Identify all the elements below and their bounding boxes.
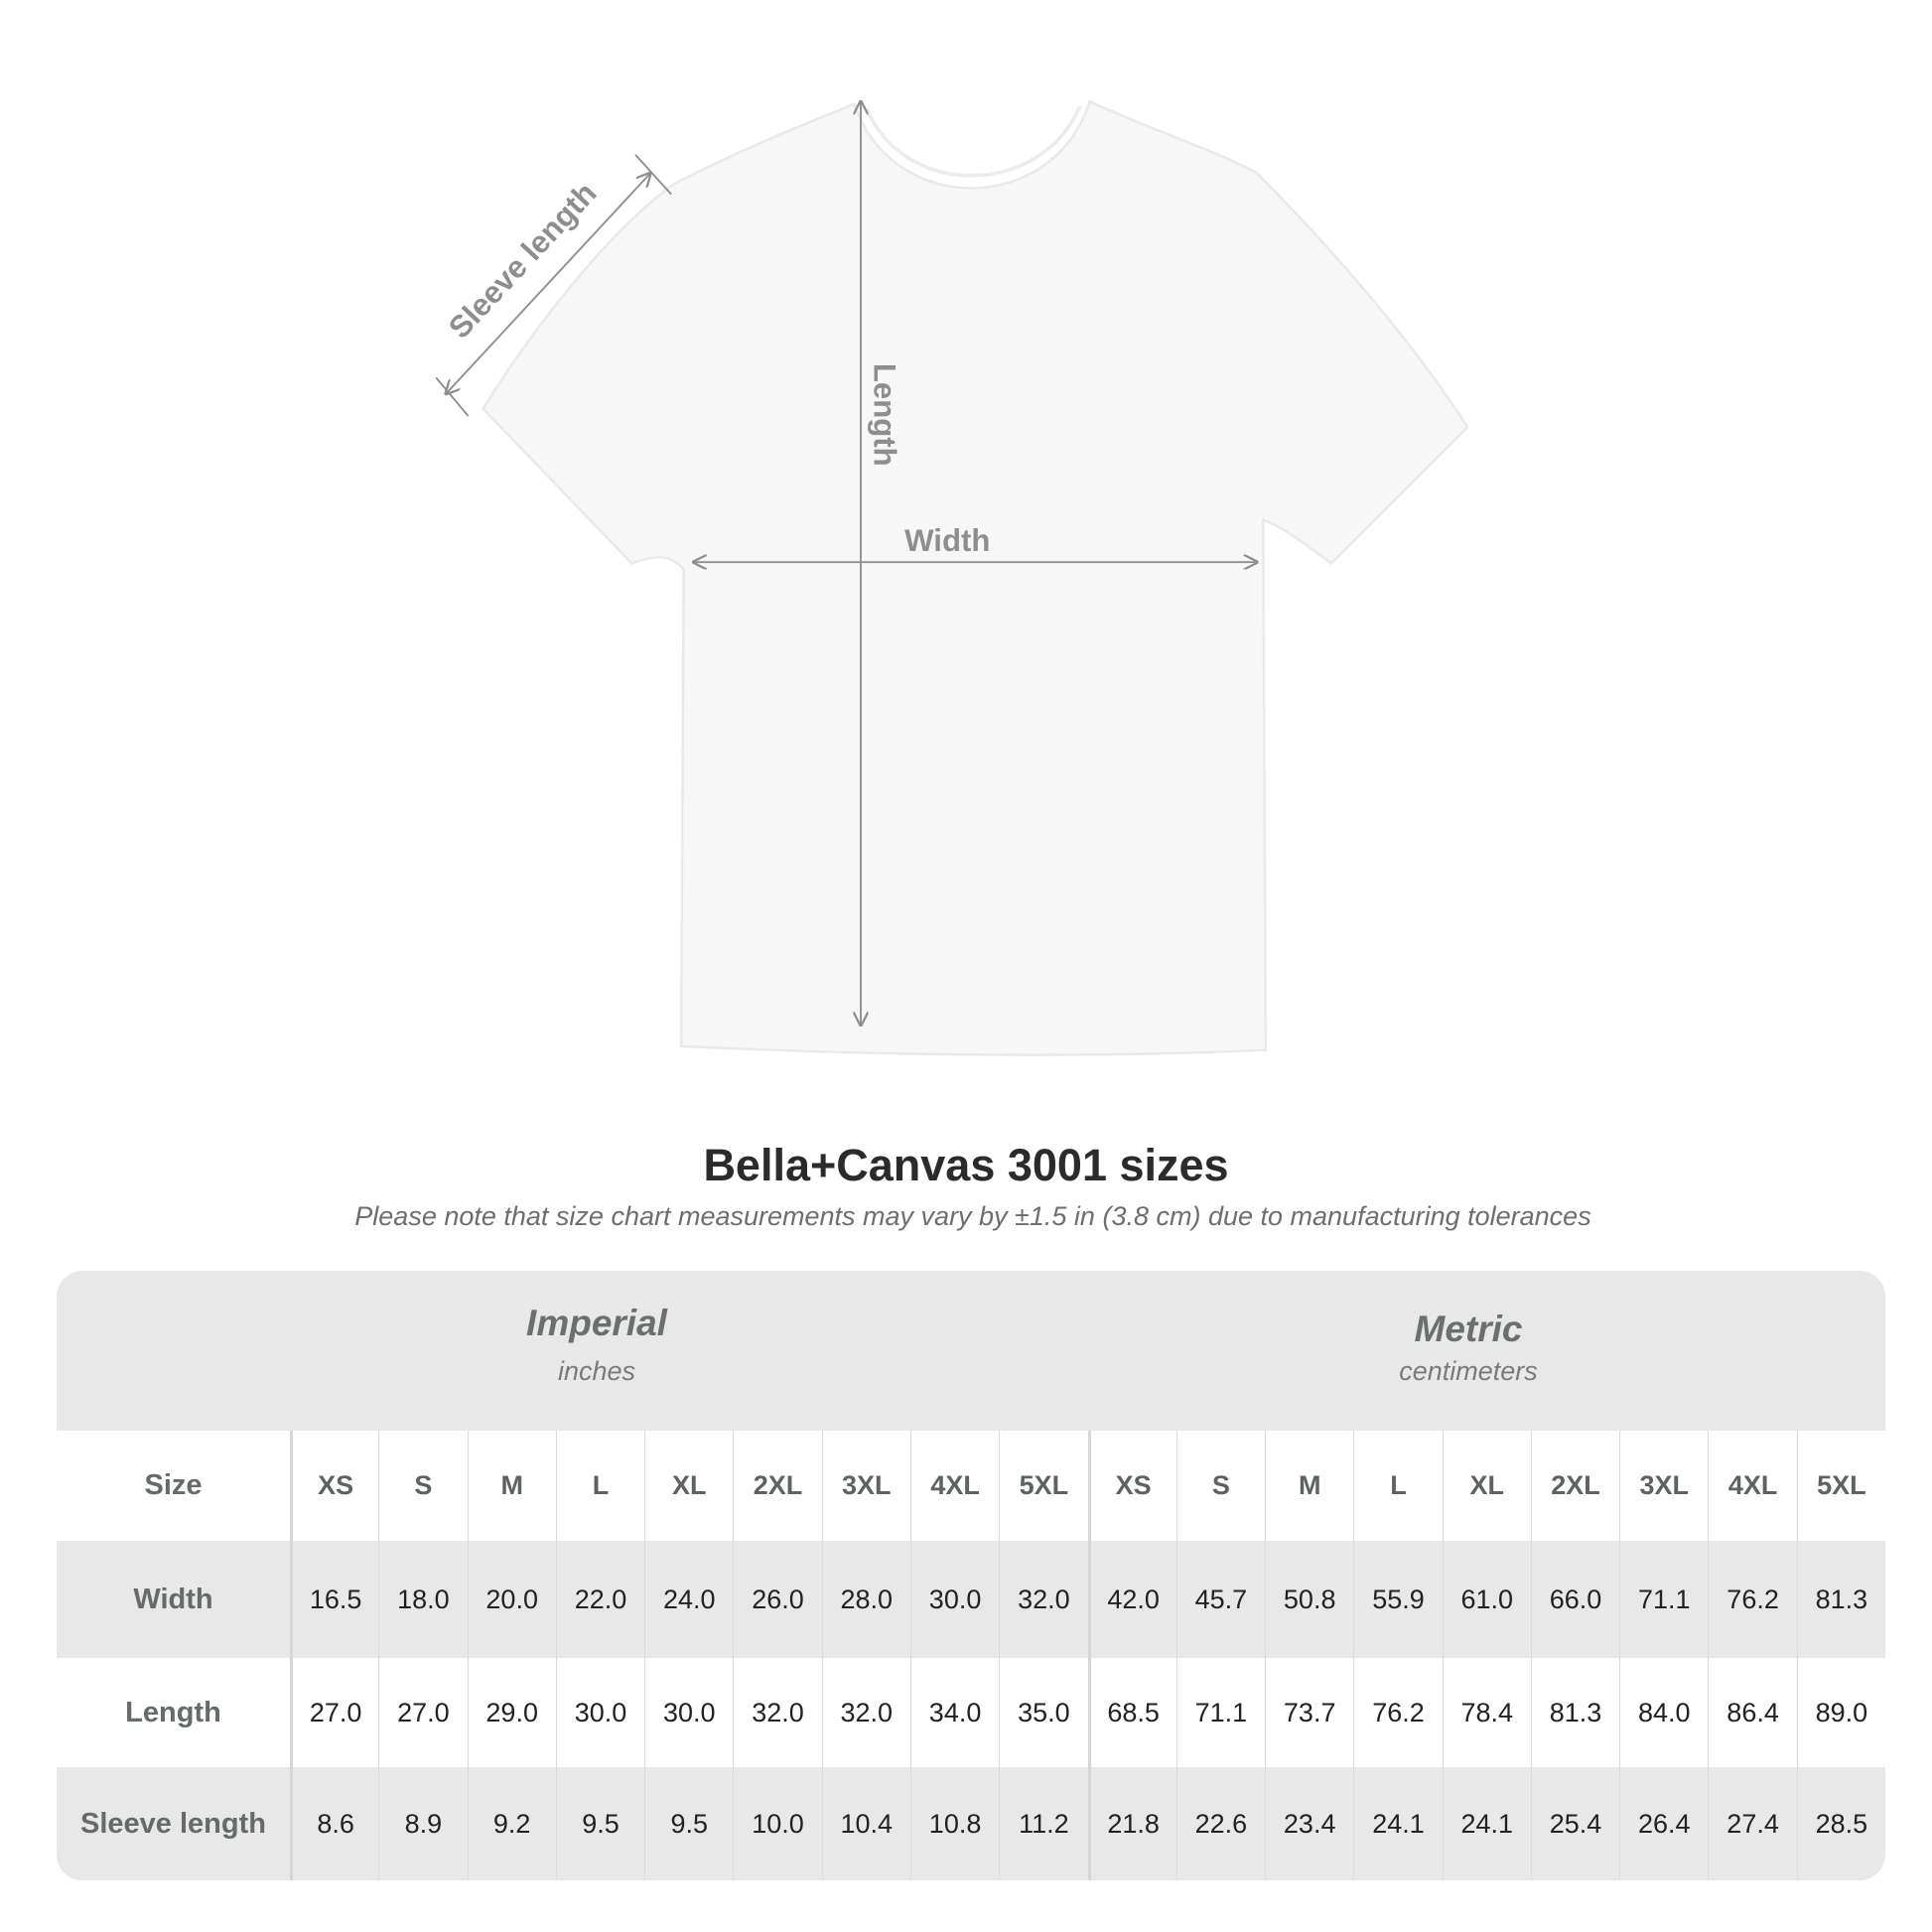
metric-title: Metric: [1414, 1309, 1523, 1349]
size-header-label: Size: [144, 1469, 203, 1501]
width-row-label: Width: [57, 1541, 290, 1658]
tshirt-diagram: Sleeve length Length Width: [435, 99, 1469, 1056]
width-imperial-2xl: 26.0: [733, 1541, 822, 1658]
width-label: Width: [904, 523, 990, 558]
length-imperial-2xl: 32.0: [733, 1658, 821, 1767]
imperial-size-5xl: 5XL: [999, 1431, 1087, 1541]
length-metric-l: 76.2: [1353, 1658, 1442, 1767]
metric-size-2xl: 2XL: [1530, 1431, 1619, 1541]
length-imperial-3xl: 32.0: [821, 1658, 910, 1767]
width-imperial-4xl: 30.0: [909, 1541, 1000, 1658]
length-metric-4xl: 86.4: [1708, 1658, 1796, 1767]
length-metric-xs: 68.5: [1087, 1658, 1176, 1767]
length-metric-xl: 78.4: [1442, 1658, 1531, 1767]
width-metric-2xl: 66.0: [1530, 1541, 1620, 1658]
metric-size-3xl: 3XL: [1619, 1431, 1708, 1541]
metric-size-m: M: [1265, 1431, 1353, 1541]
length-imperial-xl: 30.0: [644, 1658, 733, 1767]
size-table: Imperial inches Metric centimeters Size X…: [57, 1271, 1885, 1880]
imperial-title: Imperial: [526, 1303, 667, 1343]
tshirt-image: [482, 99, 1469, 1056]
sleeve-length-imperial-l: 9.5: [555, 1767, 645, 1880]
metric-size-s: S: [1175, 1431, 1265, 1541]
width-imperial-xs: 16.5: [290, 1541, 379, 1658]
sleeve-length-imperial-xs: 8.6: [290, 1767, 379, 1880]
width-metric-4xl: 76.2: [1708, 1541, 1797, 1658]
size-grid: Size XS S M L XL 2XL 3XL 4XL 5XL XS S M L XL 2XL 3XL 4XL 5…: [57, 1431, 1885, 1880]
length-metric-5xl: 89.0: [1796, 1658, 1885, 1767]
width-metric-l: 55.9: [1353, 1541, 1443, 1658]
imperial-size-3xl: 3XL: [821, 1431, 910, 1541]
width-metric-xl: 61.0: [1442, 1541, 1531, 1658]
length-row-label: Length: [125, 1696, 221, 1728]
sleeve-length-metric-m: 23.4: [1265, 1767, 1354, 1880]
imperial-size-4xl: 4XL: [909, 1431, 999, 1541]
sleeve-length-metric-s: 22.6: [1175, 1767, 1266, 1880]
length-metric-s: 71.1: [1175, 1658, 1265, 1767]
sleeve-length-metric-xl: 24.1: [1442, 1767, 1531, 1880]
length-metric-m: 73.7: [1265, 1658, 1353, 1767]
sleeve-length-imperial-m: 9.2: [467, 1767, 556, 1880]
length-imperial-5xl: 35.0: [999, 1658, 1087, 1767]
imperial-size-xl: XL: [644, 1431, 733, 1541]
metric-header: Metric centimeters: [1220, 1309, 1717, 1387]
imperial-unit: inches: [557, 1356, 636, 1386]
sleeve-length-metric-xs: 21.8: [1087, 1767, 1176, 1880]
width-metric-3xl: 71.1: [1619, 1541, 1709, 1658]
width-imperial-xl: 24.0: [644, 1541, 734, 1658]
sleeve-length-imperial-4xl: 10.8: [909, 1767, 1000, 1880]
length-metric-2xl: 81.3: [1530, 1658, 1619, 1767]
sleeve-length-metric-4xl: 27.4: [1708, 1767, 1797, 1880]
width-metric-5xl: 81.3: [1796, 1541, 1885, 1658]
sleeve-length-metric-2xl: 25.4: [1530, 1767, 1620, 1880]
sleeve-length-imperial-5xl: 11.2: [999, 1767, 1088, 1880]
width-metric-xs: 42.0: [1087, 1541, 1176, 1658]
width-imperial-s: 18.0: [378, 1541, 468, 1658]
width-metric-m: 50.8: [1265, 1541, 1354, 1658]
sleeve-measure-line: [446, 174, 650, 394]
sleeve-length-row-label: Sleeve length: [57, 1767, 290, 1880]
metric-unit: centimeters: [1399, 1356, 1538, 1386]
length-imperial-xs: 27.0: [290, 1658, 378, 1767]
metric-size-xs: XS: [1087, 1431, 1176, 1541]
width-imperial-m: 20.0: [467, 1541, 556, 1658]
length-label: Length: [868, 363, 902, 467]
sleeve-length-metric-3xl: 26.4: [1619, 1767, 1709, 1880]
sleeve-length-imperial-3xl: 10.4: [821, 1767, 910, 1880]
width-imperial-3xl: 28.0: [821, 1541, 910, 1658]
imperial-size-m: M: [467, 1431, 556, 1541]
sleeve-length-imperial-2xl: 10.0: [733, 1767, 822, 1880]
tolerance-note: Please note that size chart measurements…: [354, 1201, 1591, 1231]
length-metric-3xl: 84.0: [1619, 1658, 1708, 1767]
width-imperial-5xl: 32.0: [999, 1541, 1088, 1658]
sleeve-length-imperial-xl: 9.5: [644, 1767, 734, 1880]
unit-header-band: [57, 1271, 1885, 1431]
imperial-size-s: S: [378, 1431, 467, 1541]
length-imperial-l: 30.0: [555, 1658, 644, 1767]
imperial-size-l: L: [555, 1431, 644, 1541]
sleeve-length-metric-l: 24.1: [1353, 1767, 1443, 1880]
sleeve-length-imperial-s: 8.9: [378, 1767, 468, 1880]
width-metric-s: 45.7: [1175, 1541, 1266, 1658]
imperial-size-2xl: 2XL: [733, 1431, 821, 1541]
length-imperial-4xl: 34.0: [909, 1658, 999, 1767]
metric-size-5xl: 5XL: [1796, 1431, 1885, 1541]
chart-title: Bella+Canvas 3001 sizes: [703, 1140, 1229, 1190]
metric-size-4xl: 4XL: [1708, 1431, 1796, 1541]
imperial-header: Imperial inches: [348, 1303, 845, 1387]
width-imperial-l: 22.0: [555, 1541, 645, 1658]
metric-size-l: L: [1353, 1431, 1442, 1541]
metric-size-xl: XL: [1442, 1431, 1531, 1541]
length-imperial-s: 27.0: [378, 1658, 467, 1767]
imperial-size-xs: XS: [290, 1431, 378, 1541]
length-imperial-m: 29.0: [467, 1658, 556, 1767]
sleeve-length-metric-5xl: 28.5: [1796, 1767, 1885, 1880]
